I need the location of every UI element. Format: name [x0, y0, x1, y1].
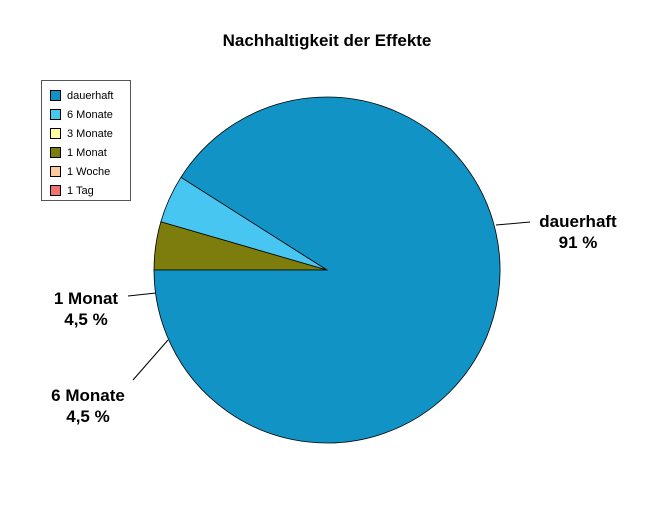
legend-label: 1 Woche [67, 165, 111, 178]
legend-swatch [50, 185, 61, 196]
legend-swatch [50, 128, 61, 139]
legend-swatch [50, 166, 61, 177]
data-label-value: 4,5 % [64, 310, 107, 329]
legend-swatch [50, 90, 61, 101]
legend-label: dauerhaft [67, 89, 114, 102]
pie-slice-dauerhaft [153, 96, 501, 444]
legend-swatch [50, 147, 61, 158]
legend-item: dauerhaft [42, 86, 130, 105]
legend-label: 1 Tag [67, 184, 94, 197]
data-label-value: 91 % [559, 233, 598, 252]
legend-item: 1 Monat [42, 143, 130, 162]
data-label-name: 6 Monate [51, 386, 125, 405]
legend: dauerhaft 6 Monate 3 Monate 1 Monat 1 Woche 1… [41, 80, 131, 201]
data-label-value: 4,5 % [66, 407, 109, 426]
leader-line [132, 339, 169, 381]
data-label-name: 1 Monat [54, 289, 119, 308]
legend-swatch [50, 109, 61, 120]
leader-line [127, 292, 157, 297]
chart-title: Nachhaltigkeit der Effekte [222, 31, 432, 50]
legend-label: 1 Monat [67, 146, 107, 159]
legend-item: 6 Monate [42, 105, 130, 124]
data-label-name: dauerhaft [539, 212, 617, 231]
legend-item: 1 Tag [42, 181, 130, 200]
legend-item: 1 Woche [42, 162, 130, 181]
legend-label: 6 Monate [67, 108, 113, 121]
legend-label: 3 Monate [67, 127, 113, 140]
leader-line [495, 221, 531, 226]
legend-item: 3 Monate [42, 124, 130, 143]
